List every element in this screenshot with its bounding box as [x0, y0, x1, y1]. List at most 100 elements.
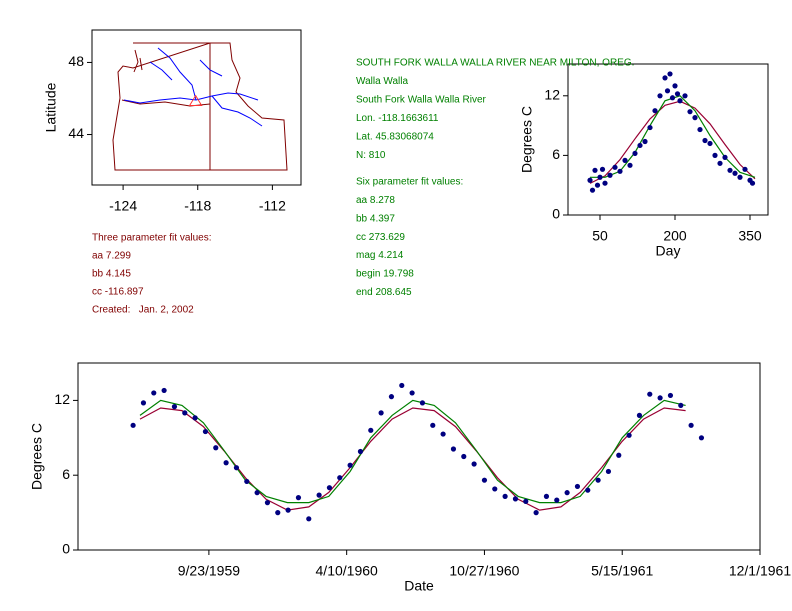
- data-point: [502, 493, 508, 499]
- data-point: [626, 432, 632, 438]
- data-point: [732, 170, 738, 176]
- x-tick-label: -124: [109, 198, 137, 214]
- data-point: [161, 387, 167, 394]
- data-point: [419, 400, 426, 406]
- note-line: Lon. -118.1663611: [356, 113, 439, 124]
- data-point: [664, 88, 671, 94]
- data-point: [637, 142, 643, 149]
- data-point: [399, 382, 405, 389]
- data-point: [223, 460, 229, 466]
- data-point: [737, 174, 743, 180]
- note-line: aa 8.278: [356, 195, 395, 206]
- data-point: [388, 394, 395, 400]
- data-point: [440, 431, 446, 437]
- data-point: [667, 392, 674, 399]
- data-point: [662, 75, 668, 81]
- x-tick-label: 4/10/1960: [316, 563, 378, 579]
- y-tick-label: 6: [62, 466, 70, 482]
- y-axis-label: Latitude: [43, 82, 59, 132]
- x-axis-label: Day: [656, 243, 681, 259]
- x-tick-label: 10/27/1960: [449, 563, 519, 579]
- data-point: [512, 496, 519, 502]
- data-point: [140, 400, 147, 406]
- y-tick-label: 0: [552, 206, 560, 222]
- data-point: [171, 404, 178, 410]
- data-point: [592, 167, 598, 173]
- note-line: South Fork Walla Walla River: [356, 95, 487, 106]
- note-line: Three parameter fit values:: [92, 233, 212, 244]
- data-point: [669, 95, 676, 101]
- data-point: [368, 427, 374, 433]
- rivers: [123, 47, 263, 127]
- data-point: [450, 446, 457, 452]
- data-point: [687, 109, 693, 115]
- y-tick-label: 12: [54, 391, 70, 407]
- data-point: [622, 157, 628, 163]
- x-tick-label: 50: [592, 228, 608, 244]
- data-point: [594, 182, 601, 188]
- data-point: [657, 395, 663, 401]
- data-point: [627, 162, 633, 168]
- data-point: [192, 415, 198, 421]
- note-line: cc -116.897: [92, 287, 144, 298]
- x-tick-label: 350: [738, 228, 762, 244]
- data-point: [151, 390, 157, 396]
- data-point: [722, 154, 728, 160]
- data-point: [667, 71, 673, 77]
- data-point: [275, 509, 281, 516]
- data-point: [316, 492, 322, 498]
- data-point: [481, 477, 488, 483]
- data-point: [727, 167, 733, 173]
- data-point: [597, 174, 603, 180]
- data-point: [636, 412, 643, 418]
- data-point: [717, 160, 723, 166]
- data-point: [617, 168, 623, 174]
- data-point: [678, 402, 684, 408]
- station-marker: [188, 94, 203, 107]
- data-point: [712, 152, 718, 158]
- x-tick-label: 9/23/1959: [178, 563, 240, 579]
- river: [149, 59, 223, 81]
- note-line: mag 4.214: [356, 250, 404, 261]
- state-border: [112, 42, 288, 171]
- data-point: [254, 490, 260, 496]
- x-tick-label: 5/15/1961: [591, 563, 653, 579]
- data-point: [647, 391, 653, 397]
- note-line: cc 273.629: [356, 232, 405, 243]
- data-point: [632, 150, 638, 157]
- data-point: [585, 487, 591, 493]
- data-point: [357, 448, 364, 455]
- note-line: begin 19.798: [356, 269, 414, 280]
- fit-line: [139, 399, 686, 504]
- data-point: [657, 93, 663, 99]
- data-point: [492, 486, 498, 492]
- data-point: [749, 180, 756, 186]
- data-point: [652, 108, 658, 114]
- data-point: [233, 465, 240, 471]
- data-point: [264, 500, 271, 506]
- data-point: [202, 428, 209, 435]
- data-point: [589, 187, 596, 193]
- data-point: [182, 410, 188, 416]
- x-axis-label: Date: [404, 578, 434, 594]
- data-point: [471, 461, 477, 467]
- river: [211, 95, 263, 127]
- note-line: bb 4.145: [92, 269, 131, 280]
- plot-frame: [91, 29, 302, 186]
- x-tick-label: 200: [663, 228, 687, 244]
- data-point: [295, 495, 302, 501]
- data-point: [672, 83, 678, 89]
- note-line: Lat. 45.83068074: [356, 132, 434, 143]
- data-point: [692, 115, 698, 121]
- data-point: [742, 166, 748, 172]
- data-point: [409, 390, 415, 396]
- data-point: [554, 497, 560, 503]
- note-line: Walla Walla: [356, 76, 408, 87]
- data-point: [642, 138, 648, 145]
- data-point: [688, 422, 694, 428]
- y-tick-label: 0: [62, 541, 70, 557]
- x-tick-label: 12/1/1961: [729, 563, 791, 579]
- x-tick-label: -118: [184, 198, 211, 214]
- data-point: [697, 126, 703, 133]
